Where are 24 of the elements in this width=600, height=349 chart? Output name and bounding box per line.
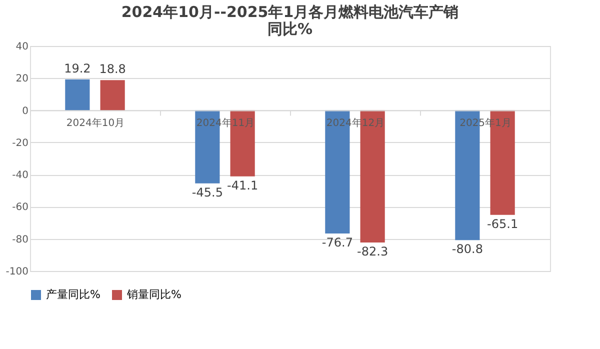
- bar: [230, 110, 255, 176]
- y-tick-label: -40: [12, 170, 28, 182]
- data-label: -80.8: [452, 242, 483, 256]
- y-tick-label: 40: [16, 42, 28, 52]
- data-label: 19.2: [64, 61, 91, 76]
- data-label: -65.1: [487, 216, 518, 231]
- data-label: -82.3: [357, 244, 388, 259]
- data-label: -41.1: [227, 178, 258, 192]
- data-label: -45.5: [192, 185, 223, 200]
- chart-title: 2024年10月--2025年1月各月燃料电池汽车产销同比%: [121, 3, 459, 38]
- data-label: -76.7: [322, 236, 353, 250]
- legend-label: 销量同比%: [126, 288, 182, 301]
- legend-label: 产量同比%: [46, 288, 100, 301]
- x-tick-label: 2024年10月: [66, 116, 125, 129]
- bar: [360, 110, 385, 243]
- y-tick-label: 20: [16, 74, 28, 85]
- bar: [100, 80, 125, 110]
- y-tick-label: -20: [12, 138, 28, 149]
- y-tick-label: -80: [12, 234, 28, 246]
- bar: [65, 79, 90, 110]
- y-tick-label: -60: [12, 202, 28, 214]
- y-tick-label: -100: [6, 266, 28, 278]
- y-tick-label: 0: [22, 106, 28, 117]
- data-label: 18.8: [99, 62, 126, 76]
